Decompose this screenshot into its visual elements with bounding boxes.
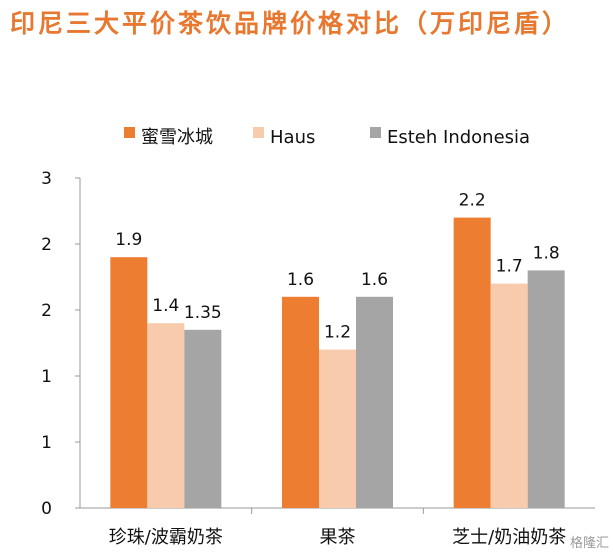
- chart-title: 印尼三大平价茶饮品牌价格对比（万印尼盾）: [10, 9, 571, 38]
- legend-label: Haus: [270, 127, 315, 148]
- y-tick-label: 1: [41, 433, 52, 453]
- legend-label: 蜜雪冰城: [141, 127, 213, 148]
- legend-swatch: [124, 127, 135, 138]
- bar-2: [319, 349, 356, 508]
- y-tick-label: 3: [41, 169, 52, 189]
- bar-3: [527, 270, 565, 508]
- bar-1: [453, 217, 491, 508]
- data-label: 1.9: [115, 230, 142, 250]
- y-tick-label: 2: [41, 301, 52, 321]
- x-tick-label: 珍珠/波霸奶茶: [109, 527, 223, 548]
- bar-1: [282, 296, 319, 508]
- x-tick-label: 芝士/奶油奶茶: [452, 527, 566, 548]
- data-label: 1.8: [533, 243, 560, 263]
- data-label: 1.6: [361, 270, 388, 290]
- bar-2: [147, 323, 185, 508]
- legend-swatch: [370, 127, 381, 138]
- data-label: 2.2: [459, 191, 486, 211]
- data-label: 1.6: [287, 270, 314, 290]
- data-label: 1.2: [324, 323, 351, 343]
- bar-2: [490, 283, 528, 508]
- data-label: 1.7: [496, 257, 523, 277]
- legend-swatch: [253, 127, 264, 138]
- data-label: 1.35: [184, 303, 222, 323]
- data-label: 1.4: [152, 296, 179, 316]
- y-tick-label: 1: [41, 367, 52, 387]
- y-tick-label: 2: [41, 235, 52, 255]
- bar-3: [356, 296, 393, 508]
- x-tick-label: 果茶: [320, 527, 356, 548]
- watermark: 格隆汇: [569, 536, 609, 551]
- y-tick-label: 0: [41, 499, 52, 519]
- legend-label: Esteh Indonesia: [387, 127, 530, 148]
- bar-3: [184, 329, 222, 508]
- bar-1: [110, 257, 148, 508]
